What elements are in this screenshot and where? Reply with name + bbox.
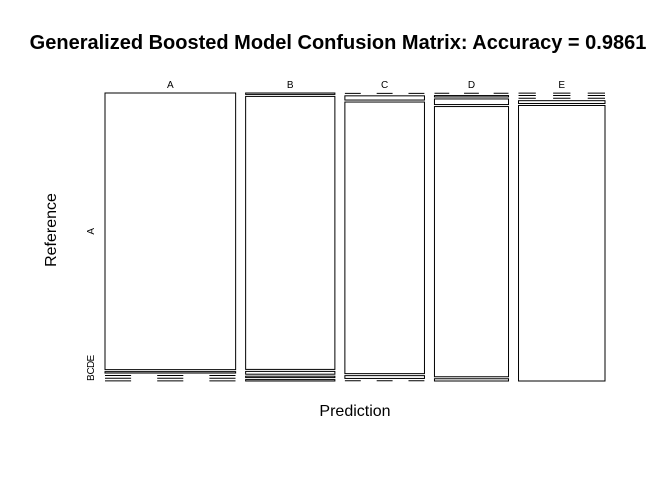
x-tick-label-a: A xyxy=(167,80,174,91)
cell-pred-b-ref-e xyxy=(245,379,336,382)
y-tick-label-a: A xyxy=(86,228,97,235)
x-tick-label-d: D xyxy=(468,80,475,91)
cell-pred-d-ref-e xyxy=(433,378,510,382)
y-tick-label-b: B xyxy=(86,374,97,381)
cell-pred-d-ref-d xyxy=(433,106,510,378)
cell-pred-e-ref-e xyxy=(518,104,606,382)
x-tick-label-c: C xyxy=(381,80,388,91)
cell-pred-c-ref-c xyxy=(344,101,425,375)
x-tick-label-b: B xyxy=(287,80,294,91)
x-tick-label-e: E xyxy=(558,80,565,91)
cell-pred-a-ref-b xyxy=(104,371,237,374)
cell-pred-d-ref-b xyxy=(433,95,510,98)
y-tick-label-e: E xyxy=(86,355,97,362)
cell-pred-a-ref-a xyxy=(104,92,237,371)
y-tick-label-d: D xyxy=(86,361,97,368)
cell-pred-e-ref-d xyxy=(518,100,606,104)
cell-pred-b-ref-d xyxy=(245,375,336,379)
cell-pred-b-ref-c xyxy=(245,370,336,375)
y-tick-label-c: C xyxy=(86,367,97,374)
cell-pred-c-ref-b xyxy=(344,95,425,101)
cell-pred-c-ref-d xyxy=(344,375,425,379)
cell-pred-b-ref-b xyxy=(245,95,336,370)
y-axis-label: Reference xyxy=(43,193,60,267)
x-axis-label: Prediction xyxy=(319,403,390,420)
chart-title: Generalized Boosted Model Confusion Matr… xyxy=(30,32,647,54)
cell-pred-b-ref-a xyxy=(245,92,336,95)
cell-pred-d-ref-c xyxy=(433,98,510,106)
